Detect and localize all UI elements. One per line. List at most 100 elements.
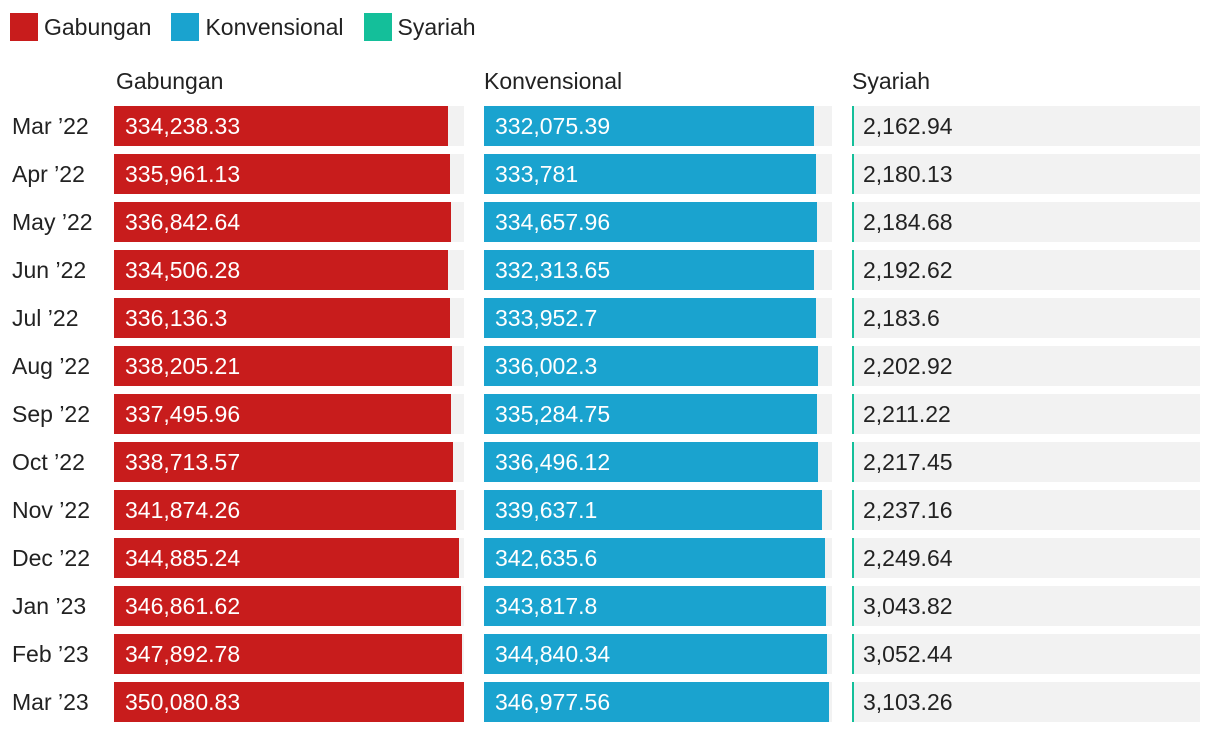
bar-syariah[interactable] [852, 586, 854, 626]
bar-konvensional[interactable] [484, 634, 827, 674]
bar-gabungan[interactable] [114, 586, 461, 626]
bar-konvensional[interactable] [484, 346, 818, 386]
bar-syariah[interactable] [852, 250, 854, 290]
bar-gabungan[interactable] [114, 106, 448, 146]
legend-item-syariah[interactable]: Syariah [363, 13, 476, 41]
value-label-syariah: 2,217.45 [863, 449, 953, 475]
bar-track-syariah: 2,184.68 [852, 202, 1200, 242]
bar-konvensional[interactable] [484, 154, 816, 194]
legend-item-konvensional[interactable]: Konvensional [171, 13, 344, 41]
bar-konvensional[interactable] [484, 298, 816, 338]
bar-gabungan[interactable] [114, 442, 453, 482]
bar-track-konvensional: 335,284.75 [484, 394, 832, 434]
bar-gabungan[interactable] [114, 394, 451, 434]
bar-track-gabungan: 336,136.3 [114, 298, 464, 338]
chart-legend: Gabungan Konvensional Syariah [10, 12, 496, 42]
bar-track-syariah: 2,192.62 [852, 250, 1200, 290]
value-label-gabungan: 335,961.13 [125, 161, 241, 187]
bar-track-konvensional: 339,637.1 [484, 490, 832, 530]
value-label-gabungan: 334,238.33 [125, 113, 241, 139]
value-label-gabungan: 337,495.96 [125, 401, 241, 427]
bar-gabungan[interactable] [114, 202, 451, 242]
bar-gabungan[interactable] [114, 346, 452, 386]
bar-gabungan[interactable] [114, 682, 464, 722]
bar-syariah[interactable] [852, 682, 854, 722]
value-label-konvensional: 332,313.65 [495, 257, 611, 283]
bar-track-gabungan: 336,842.64 [114, 202, 464, 242]
value-label-gabungan: 344,885.24 [125, 545, 241, 571]
row-label-feb-23: Feb ’23 [12, 641, 89, 667]
row-label-sep-22: Sep ’22 [12, 401, 91, 427]
value-label-konvensional: 343,817.8 [495, 593, 598, 619]
value-label-konvensional: 336,002.3 [495, 353, 598, 379]
bar-track-gabungan: 346,861.62 [114, 586, 464, 626]
row-label-may-22: May ’22 [12, 209, 93, 235]
bar-track-gabungan: 335,961.13 [114, 154, 464, 194]
legend-swatch-konvensional [171, 13, 200, 41]
bar-track-gabungan: 334,506.28 [114, 250, 464, 290]
bar-track-konvensional: 342,635.6 [484, 538, 832, 578]
bar-syariah[interactable] [852, 298, 854, 338]
bar-konvensional[interactable] [484, 490, 822, 530]
value-label-gabungan: 336,136.3 [125, 305, 228, 331]
row-label-oct-22: Oct ’22 [12, 449, 85, 475]
legend-swatch-syariah [363, 13, 392, 41]
bar-track-syariah: 2,211.22 [852, 394, 1200, 434]
bar-track-konvensional: 346,977.56 [484, 682, 832, 722]
row-label-mar-23: Mar ’23 [12, 689, 89, 715]
bar-syariah[interactable] [852, 634, 854, 674]
column-header-konvensional: Konvensional [484, 68, 623, 94]
bar-syariah[interactable] [852, 538, 854, 578]
bar-syariah[interactable] [852, 394, 854, 434]
bar-track-syariah: 2,202.92 [852, 346, 1200, 386]
bar-konvensional[interactable] [484, 106, 814, 146]
bar-gabungan[interactable] [114, 250, 448, 290]
bar-gabungan[interactable] [114, 634, 462, 674]
bar-track-syariah: 2,249.64 [852, 538, 1200, 578]
value-label-syariah: 3,052.44 [863, 641, 953, 667]
bar-track-gabungan: 350,080.83 [114, 682, 464, 722]
bar-konvensional[interactable] [484, 202, 817, 242]
bar-syariah[interactable] [852, 106, 854, 146]
value-label-syariah: 3,103.26 [863, 689, 953, 715]
bar-syariah[interactable] [852, 442, 854, 482]
bar-konvensional[interactable] [484, 538, 825, 578]
column-header-syariah: Syariah [852, 68, 930, 94]
value-label-konvensional: 335,284.75 [495, 401, 611, 427]
value-label-syariah: 2,183.6 [863, 305, 940, 331]
bar-konvensional[interactable] [484, 394, 817, 434]
bar-syariah[interactable] [852, 202, 854, 242]
legend-item-gabungan[interactable]: Gabungan [10, 13, 151, 41]
bar-track-syariah: 3,043.82 [852, 586, 1200, 626]
column-header-gabungan: Gabungan [116, 68, 224, 94]
value-label-syariah: 2,184.68 [863, 209, 953, 235]
value-label-syariah: 3,043.82 [863, 593, 953, 619]
bar-konvensional[interactable] [484, 250, 814, 290]
value-label-syariah: 2,249.64 [863, 545, 953, 571]
bar-track-konvensional: 333,781 [484, 154, 832, 194]
bar-syariah[interactable] [852, 154, 854, 194]
bar-track-konvensional: 332,075.39 [484, 106, 832, 146]
bar-gabungan[interactable] [114, 538, 459, 578]
bar-track-konvensional: 333,952.7 [484, 298, 832, 338]
value-label-syariah: 2,192.62 [863, 257, 953, 283]
bar-track-gabungan: 338,205.21 [114, 346, 464, 386]
bar-syariah[interactable] [852, 490, 854, 530]
bar-track-gabungan: 337,495.96 [114, 394, 464, 434]
bar-track-konvensional: 336,002.3 [484, 346, 832, 386]
value-label-gabungan: 338,713.57 [125, 449, 241, 475]
value-label-syariah: 2,202.92 [863, 353, 953, 379]
bar-track-syariah: 2,183.6 [852, 298, 1200, 338]
row-label-dec-22: Dec ’22 [12, 545, 90, 571]
bar-track-syariah: 3,103.26 [852, 682, 1200, 722]
bar-konvensional[interactable] [484, 442, 818, 482]
row-label-nov-22: Nov ’22 [12, 497, 90, 523]
bar-konvensional[interactable] [484, 586, 826, 626]
bar-gabungan[interactable] [114, 298, 450, 338]
bar-konvensional[interactable] [484, 682, 829, 722]
bar-gabungan[interactable] [114, 490, 456, 530]
bar-gabungan[interactable] [114, 154, 450, 194]
bar-track-gabungan: 334,238.33 [114, 106, 464, 146]
bar-track-konvensional: 344,840.34 [484, 634, 832, 674]
bar-syariah[interactable] [852, 346, 854, 386]
